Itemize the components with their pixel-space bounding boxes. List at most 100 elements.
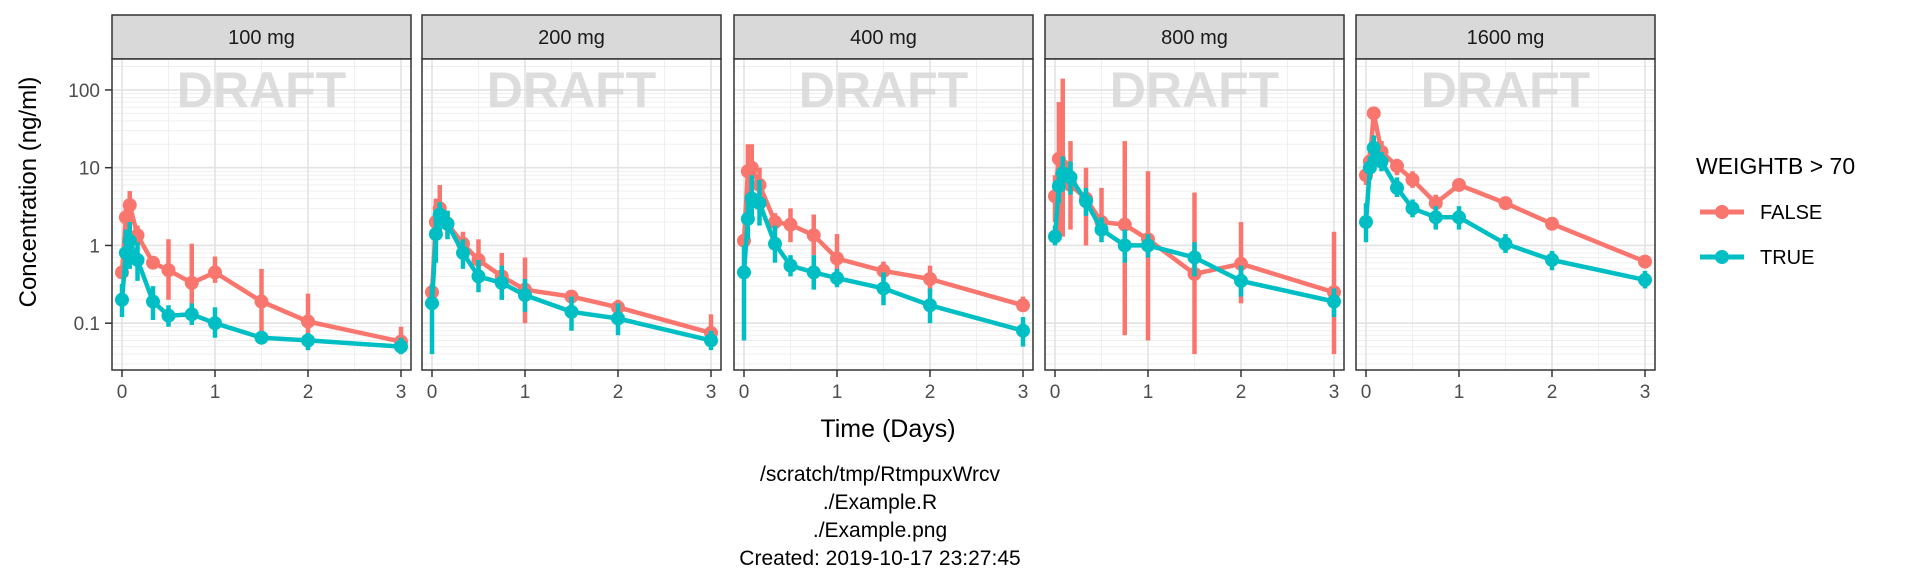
data-point bbox=[494, 275, 509, 290]
data-point bbox=[1366, 106, 1381, 121]
series-true bbox=[737, 175, 1030, 347]
series-false bbox=[737, 144, 1030, 313]
footer-line-2: ./Example.R bbox=[823, 491, 937, 514]
facet-strip bbox=[111, 14, 412, 60]
data-point bbox=[471, 269, 486, 284]
data-point bbox=[806, 228, 821, 243]
x-tick-label: 1 bbox=[832, 382, 843, 403]
x-tick-label: 1 bbox=[1454, 382, 1465, 403]
data-point bbox=[923, 298, 937, 313]
facet-panel-3: 800 mg DRAFT 0 1 2 3 bbox=[1044, 14, 1345, 403]
data-point bbox=[161, 308, 176, 323]
data-point bbox=[440, 216, 455, 231]
x-tick-label: 1 bbox=[210, 382, 221, 403]
data-point bbox=[1498, 236, 1513, 251]
data-point bbox=[704, 333, 718, 348]
facet-strip-label: 100 mg bbox=[228, 27, 295, 49]
data-point bbox=[1405, 172, 1420, 187]
data-point bbox=[145, 294, 160, 309]
data-point bbox=[425, 296, 439, 311]
facet-strip-label: 200 mg bbox=[538, 27, 605, 49]
data-point bbox=[1389, 180, 1404, 195]
data-point bbox=[184, 275, 199, 290]
data-point bbox=[122, 198, 137, 213]
footer-caption: /scratch/tmp/RtmpuxWrcv ./Example.R ./Ex… bbox=[739, 463, 1020, 570]
x-tick-label: 2 bbox=[1236, 382, 1247, 403]
panel-border bbox=[1355, 58, 1656, 371]
watermark-text: DRAFT bbox=[487, 62, 656, 118]
x-tick-label: 0 bbox=[427, 382, 438, 403]
data-point bbox=[301, 314, 315, 329]
data-point bbox=[923, 272, 937, 287]
data-point bbox=[428, 227, 443, 242]
data-point bbox=[876, 263, 891, 278]
data-point bbox=[876, 281, 891, 296]
x-tick-label: 0 bbox=[739, 382, 750, 403]
facet-strip bbox=[421, 14, 722, 60]
facet-panel-4: 1600 mg DRAFT 0 1 2 3 bbox=[1355, 14, 1656, 403]
x-tick-label: 3 bbox=[1640, 382, 1651, 403]
data-point bbox=[1016, 323, 1030, 338]
facet-strip-label: 400 mg bbox=[850, 27, 917, 49]
data-point bbox=[767, 236, 782, 251]
facet-panel-0: 100 mg DRAFT 0 1 2 3 bbox=[111, 14, 412, 403]
data-point bbox=[830, 251, 844, 266]
x-tick-label: 2 bbox=[925, 382, 936, 403]
facet-strip bbox=[1355, 14, 1656, 60]
data-point bbox=[1366, 140, 1381, 155]
x-tick-label: 0 bbox=[117, 382, 128, 403]
watermark-text: DRAFT bbox=[1110, 62, 1279, 118]
data-point bbox=[744, 160, 759, 175]
footer-line-4: Created: 2019-10-17 23:27:45 bbox=[739, 547, 1020, 570]
data-point bbox=[518, 288, 532, 303]
y-tick-label: 0.1 bbox=[74, 314, 100, 335]
data-point bbox=[1545, 216, 1559, 231]
data-point bbox=[830, 271, 844, 286]
y-tick-label: 10 bbox=[79, 159, 100, 180]
panel-border bbox=[111, 58, 412, 371]
x-tick-label: 1 bbox=[1143, 382, 1154, 403]
data-point bbox=[1141, 238, 1155, 253]
data-point bbox=[394, 339, 408, 354]
data-point bbox=[254, 294, 269, 309]
legend: WEIGHTB > 70 FALSE TRUE bbox=[1696, 153, 1855, 269]
data-point bbox=[1362, 160, 1377, 175]
data-point bbox=[564, 304, 579, 319]
legend-key-point-true bbox=[1715, 250, 1729, 264]
x-tick-label: 3 bbox=[1329, 382, 1340, 403]
x-tick-label: 0 bbox=[1050, 382, 1061, 403]
legend-label-true: TRUE bbox=[1760, 247, 1814, 269]
data-point bbox=[806, 265, 821, 280]
panel-border bbox=[421, 58, 722, 371]
footer-line-3: ./Example.png bbox=[813, 519, 947, 542]
data-point bbox=[1638, 272, 1652, 287]
watermark-text: DRAFT bbox=[799, 62, 968, 118]
data-point bbox=[118, 210, 133, 225]
data-point bbox=[130, 252, 145, 267]
legend-item-true: TRUE bbox=[1700, 247, 1814, 269]
data-point bbox=[122, 233, 137, 248]
data-point bbox=[740, 211, 755, 226]
data-point bbox=[1048, 229, 1062, 244]
x-tick-label: 3 bbox=[396, 382, 407, 403]
x-tick-label: 0 bbox=[1361, 382, 1372, 403]
panel-border bbox=[733, 58, 1034, 371]
y-axis-title: Concentration (ng/ml) bbox=[15, 77, 42, 308]
series-true bbox=[425, 202, 718, 355]
data-point bbox=[1428, 196, 1443, 211]
data-point bbox=[184, 307, 199, 322]
data-point bbox=[1234, 256, 1248, 271]
x-tick-label: 3 bbox=[706, 382, 717, 403]
data-point bbox=[1078, 194, 1093, 209]
series-true bbox=[1048, 156, 1341, 318]
data-point bbox=[1452, 210, 1466, 225]
x-axis-title: Time (Days) bbox=[820, 415, 955, 443]
data-point bbox=[783, 217, 798, 232]
footer-line-1: /scratch/tmp/RtmpuxWrcv bbox=[760, 463, 1000, 486]
facet-panel-1: 200 mg DRAFT 0 1 2 3 bbox=[421, 14, 722, 403]
data-point bbox=[145, 255, 160, 270]
data-point bbox=[1327, 294, 1341, 309]
legend-title: WEIGHTB > 70 bbox=[1696, 153, 1855, 179]
legend-key-point-false bbox=[1715, 205, 1729, 219]
